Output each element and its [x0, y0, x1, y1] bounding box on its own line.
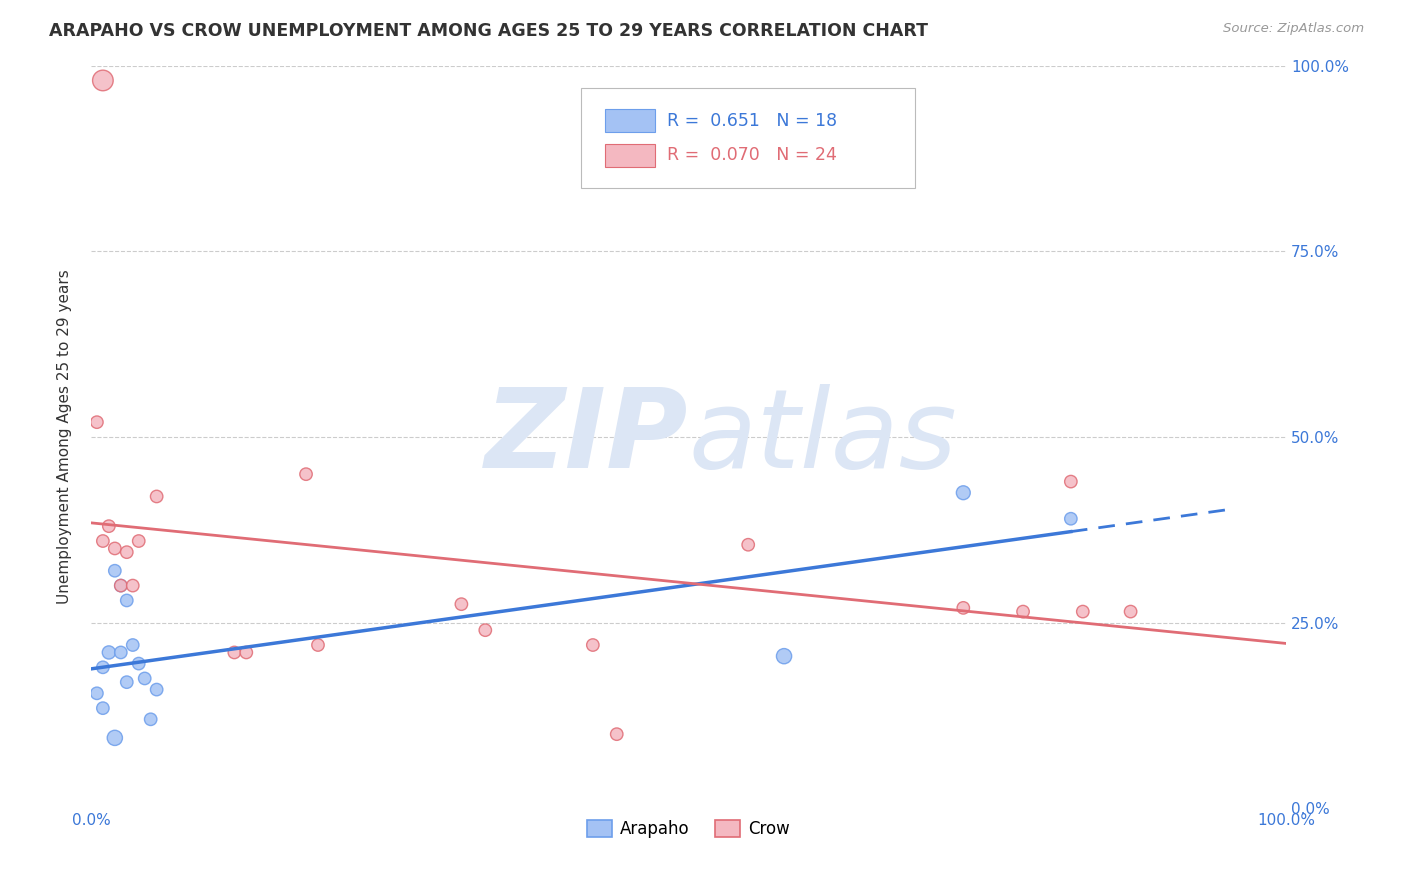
Point: [86, 686, 108, 700]
Point: [1060, 512, 1083, 526]
Point: [1071, 605, 1094, 619]
Point: [86, 415, 108, 429]
Point: [91, 660, 114, 674]
Point: [104, 564, 127, 578]
Point: [1119, 605, 1142, 619]
Point: [145, 682, 167, 697]
Point: [952, 485, 974, 500]
Point: [952, 600, 974, 615]
Point: [235, 645, 257, 659]
Point: [606, 727, 628, 741]
Point: [97, 519, 120, 533]
Point: [582, 638, 605, 652]
Point: [145, 490, 167, 504]
Point: [91, 73, 114, 87]
Point: [773, 649, 796, 664]
Point: [110, 578, 132, 592]
Point: [139, 712, 162, 726]
Text: atlas: atlas: [689, 384, 957, 491]
Point: [450, 597, 472, 611]
Point: [115, 593, 138, 607]
Point: [115, 675, 138, 690]
Point: [121, 578, 143, 592]
Point: [307, 638, 329, 652]
Text: ARAPAHO VS CROW UNEMPLOYMENT AMONG AGES 25 TO 29 YEARS CORRELATION CHART: ARAPAHO VS CROW UNEMPLOYMENT AMONG AGES …: [49, 22, 928, 40]
Point: [91, 534, 114, 549]
Point: [115, 545, 138, 559]
FancyBboxPatch shape: [581, 88, 915, 188]
Point: [474, 623, 496, 637]
Text: ZIP: ZIP: [485, 384, 689, 491]
Point: [134, 672, 156, 686]
Y-axis label: Unemployment Among Ages 25 to 29 years: Unemployment Among Ages 25 to 29 years: [58, 269, 72, 605]
Point: [110, 578, 132, 592]
Point: [110, 645, 132, 659]
Point: [121, 638, 143, 652]
FancyBboxPatch shape: [605, 109, 655, 132]
Text: R =  0.651   N = 18: R = 0.651 N = 18: [666, 112, 837, 129]
Point: [128, 534, 150, 549]
FancyBboxPatch shape: [605, 144, 655, 168]
Text: Source: ZipAtlas.com: Source: ZipAtlas.com: [1223, 22, 1364, 36]
Point: [104, 731, 127, 745]
Point: [128, 657, 150, 671]
Point: [91, 701, 114, 715]
Point: [295, 467, 318, 482]
Text: R =  0.070   N = 24: R = 0.070 N = 24: [666, 146, 837, 164]
Point: [104, 541, 127, 556]
Point: [1012, 605, 1035, 619]
Point: [97, 645, 120, 659]
Point: [1060, 475, 1083, 489]
Point: [737, 538, 759, 552]
Legend: Arapaho, Crow: Arapaho, Crow: [581, 814, 797, 845]
Point: [224, 645, 246, 659]
